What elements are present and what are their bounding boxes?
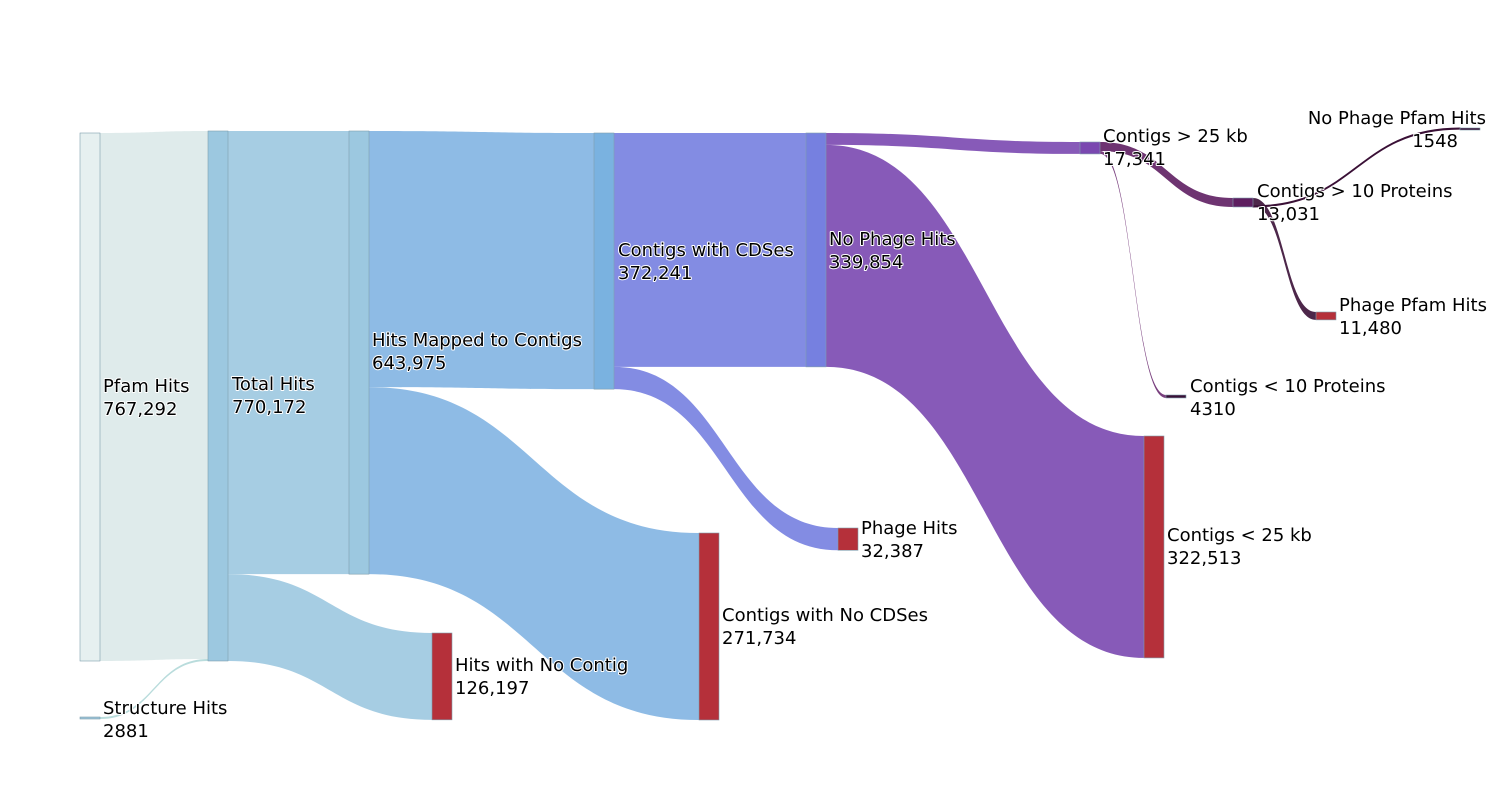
node-value-phagepfam: 11,480 xyxy=(1339,318,1402,339)
node-label-cds: Contigs with CDSes xyxy=(618,240,794,261)
node-value-nocds: 271,734 xyxy=(722,628,796,649)
link-total-to-mapped xyxy=(228,131,349,575)
node-value-total: 770,172 xyxy=(232,397,306,418)
node-lt25[interactable] xyxy=(1143,435,1165,659)
link-cds-to-nophage xyxy=(614,133,806,367)
link-cds-to-phage xyxy=(614,366,838,551)
node-label-gt25: Contigs > 25 kb xyxy=(1103,126,1248,147)
node-label-pfam: Pfam Hits xyxy=(103,376,189,397)
node-label-phagepfam: Phage Pfam Hits xyxy=(1339,295,1487,316)
node-phage[interactable] xyxy=(837,527,859,551)
node-value-structure: 2881 xyxy=(103,721,149,742)
link-mapped-to-cds xyxy=(369,131,594,390)
node-value-nocontig: 126,197 xyxy=(455,678,529,699)
node-nocds[interactable] xyxy=(698,532,720,721)
node-value-lt25: 322,513 xyxy=(1167,548,1241,569)
link-mapped-to-nocds xyxy=(369,387,699,720)
link-gt25-to-lt10 xyxy=(1100,150,1166,398)
node-label-gt10: Contigs > 10 Proteins xyxy=(1257,181,1452,202)
node-label-structure: Structure Hits xyxy=(103,698,227,719)
link-total-to-nocontig xyxy=(228,574,432,720)
link-nophage-to-lt25 xyxy=(826,144,1144,658)
node-mapped[interactable] xyxy=(348,130,370,575)
sankey-nodes xyxy=(79,127,1481,721)
node-nophage[interactable] xyxy=(805,132,827,368)
node-value-nophagepfam: 1548 xyxy=(1412,131,1458,152)
node-label-nocds: Contigs with No CDSes xyxy=(722,605,928,626)
node-value-gt25: 17,341 xyxy=(1103,149,1166,170)
node-label-phage: Phage Hits xyxy=(861,518,958,539)
node-value-nophage: 339,854 xyxy=(829,252,903,273)
node-value-lt10: 4310 xyxy=(1190,399,1236,420)
link-gt25-to-gt10 xyxy=(1100,142,1233,207)
node-total[interactable] xyxy=(207,130,229,662)
node-value-pfam: 767,292 xyxy=(103,399,177,420)
node-cds[interactable] xyxy=(593,132,615,390)
link-nophage-to-gt25 xyxy=(826,133,1080,154)
node-structure[interactable] xyxy=(79,716,101,720)
sankey-links xyxy=(100,127,1461,720)
node-value-cds: 372,241 xyxy=(618,263,692,284)
link-pfam-to-total xyxy=(100,131,208,661)
node-lt10[interactable] xyxy=(1165,394,1187,399)
node-nophagepfam[interactable] xyxy=(1459,127,1481,131)
node-label-total: Total Hits xyxy=(231,374,315,395)
node-value-gt10: 13,031 xyxy=(1257,204,1320,225)
node-label-nophage: No Phage Hits xyxy=(829,229,956,250)
link-structure-to-total xyxy=(100,659,208,719)
node-pfam[interactable] xyxy=(79,132,101,662)
node-value-phage: 32,387 xyxy=(861,541,924,562)
node-gt25[interactable] xyxy=(1079,141,1101,155)
node-label-lt10: Contigs < 10 Proteins xyxy=(1190,376,1385,397)
node-label-nocontig: Hits with No Contig xyxy=(455,655,628,676)
link-gt10-to-phagepfam xyxy=(1253,198,1316,320)
node-label-lt25: Contigs < 25 kb xyxy=(1167,525,1312,546)
node-value-mapped: 643,975 xyxy=(372,353,446,374)
node-nocontig[interactable] xyxy=(431,632,453,721)
node-gt10[interactable] xyxy=(1232,197,1254,208)
node-phagepfam[interactable] xyxy=(1315,311,1337,321)
node-label-mapped: Hits Mapped to Contigs xyxy=(372,330,582,351)
node-label-nophagepfam: No Phage Pfam Hits xyxy=(1308,108,1486,129)
